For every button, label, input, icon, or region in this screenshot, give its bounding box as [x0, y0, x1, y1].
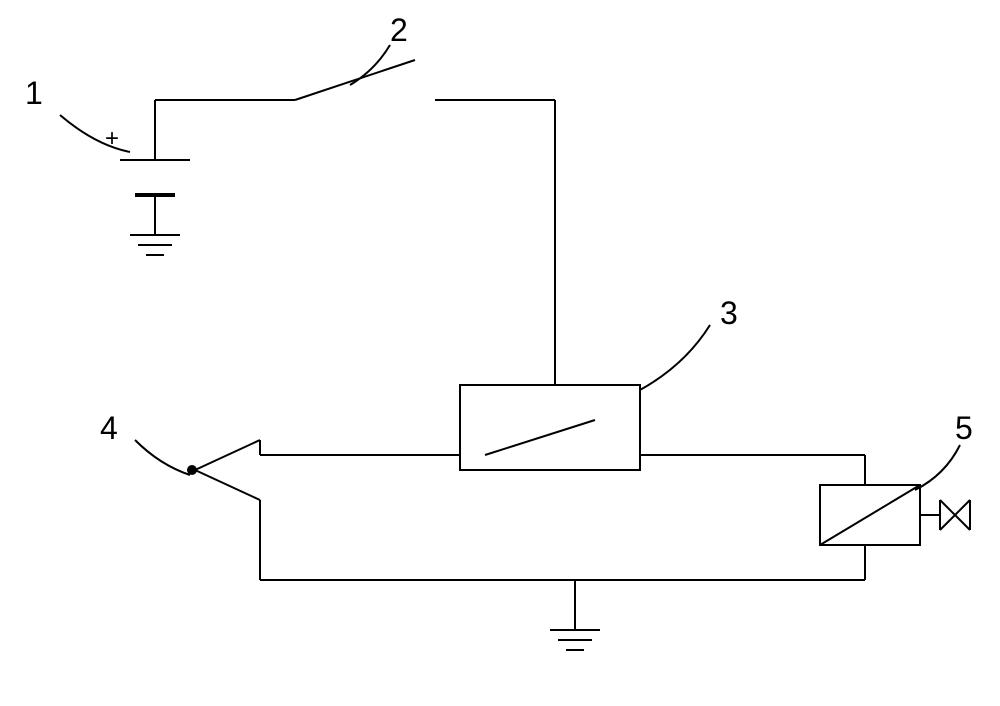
wire-relay-to-comp4	[260, 440, 460, 455]
label-1: 1	[25, 75, 43, 112]
battery-plus-sign: +	[105, 125, 119, 153]
label-2: 2	[390, 12, 408, 49]
component-4	[187, 440, 260, 500]
label-5: 5	[955, 410, 973, 447]
label-3: 3	[720, 295, 738, 332]
valve-box	[820, 485, 920, 545]
callout-line-1	[60, 115, 130, 152]
battery-symbol	[120, 160, 190, 235]
circuit-diagram	[0, 0, 1000, 706]
ground-symbol-battery	[130, 235, 180, 255]
wire-relay-to-valve	[640, 455, 865, 485]
callout-line-5	[915, 445, 960, 490]
cross-valve-symbol	[940, 500, 970, 530]
label-4: 4	[100, 410, 118, 447]
switch-2	[295, 60, 415, 100]
wire-switch-to-relay	[435, 100, 555, 385]
ground-symbol-bottom	[550, 630, 600, 650]
callout-line-3	[640, 325, 710, 390]
callout-line-4	[135, 440, 190, 475]
relay-box	[460, 385, 640, 470]
wire-battery-to-switch	[155, 100, 295, 160]
wire-comp4-to-ground	[260, 500, 865, 580]
